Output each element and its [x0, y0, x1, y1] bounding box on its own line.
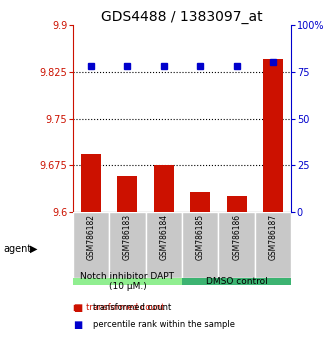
Bar: [182, 212, 218, 278]
Text: ■: ■: [73, 303, 82, 313]
Text: agent: agent: [3, 244, 31, 254]
Bar: [227, 195, 247, 212]
Bar: [154, 165, 174, 212]
Bar: [218, 212, 255, 278]
Bar: [255, 212, 291, 278]
Bar: [73, 212, 109, 278]
Text: percentile rank within the sample: percentile rank within the sample: [93, 320, 235, 329]
Bar: [109, 212, 146, 278]
Title: GDS4488 / 1383097_at: GDS4488 / 1383097_at: [101, 10, 263, 24]
Text: DMSO control: DMSO control: [206, 277, 267, 286]
Text: ■: ■: [73, 320, 82, 330]
Bar: [146, 212, 182, 278]
Text: transformed count: transformed count: [93, 303, 171, 312]
Text: GSM786184: GSM786184: [159, 215, 168, 261]
Bar: [118, 176, 137, 212]
Text: GSM786185: GSM786185: [196, 215, 205, 261]
Bar: [182, 278, 291, 285]
Bar: [73, 278, 182, 285]
Bar: [263, 59, 283, 212]
Text: GSM786182: GSM786182: [86, 215, 96, 260]
Text: GSM786186: GSM786186: [232, 215, 241, 261]
Text: GSM786183: GSM786183: [123, 215, 132, 261]
Bar: [190, 192, 210, 212]
Text: GSM786187: GSM786187: [268, 215, 278, 261]
Bar: [81, 154, 101, 212]
Text: ■  transformed count: ■ transformed count: [73, 303, 164, 312]
Text: ▶: ▶: [30, 244, 37, 254]
Text: Notch inhibitor DAPT
(10 μM.): Notch inhibitor DAPT (10 μM.): [80, 272, 174, 291]
